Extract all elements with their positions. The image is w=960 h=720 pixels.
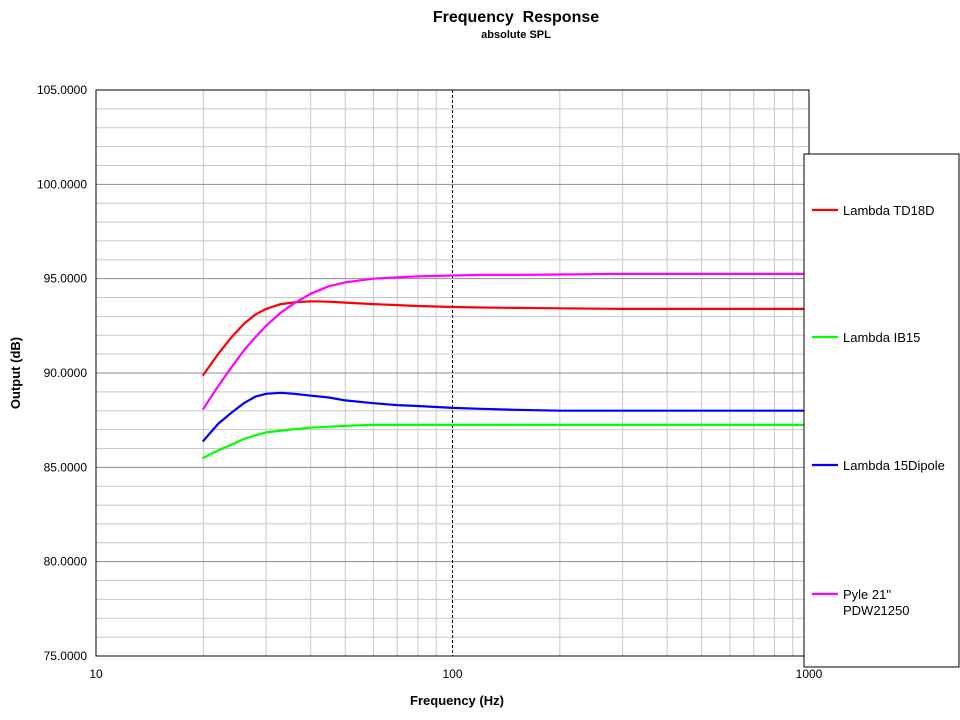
series-line-1: [202, 300, 811, 376]
y-tick-label: 90.0000: [44, 366, 88, 380]
series-line-2: [202, 423, 811, 459]
legend-entry: Lambda IB15: [843, 330, 920, 345]
legend-items: Lambda TD18D Lambda IB15 Lambda 15Dipole Py…: [812, 203, 945, 618]
y-tick-label: 95.0000: [44, 272, 88, 286]
x-axis-label: Frequency (Hz): [410, 693, 504, 708]
legend-entry: Lambda TD18D: [843, 203, 935, 218]
x-tick-labels: 10 100 1000: [89, 667, 822, 681]
y-tick-label: 105.0000: [37, 83, 87, 97]
chart-title: Frequency Response: [433, 9, 599, 26]
y-tick-label: 75.0000: [44, 649, 88, 663]
x-tick-label: 10: [89, 667, 103, 681]
series-line-3: [202, 391, 811, 442]
x-tick-label: 100: [442, 667, 462, 681]
y-tick-label: 80.0000: [44, 555, 88, 569]
legend-entry: Lambda 15Dipole: [843, 458, 945, 473]
chart-subtitle: absolute SPL: [481, 29, 551, 41]
legend: Lambda TD18D Lambda IB15 Lambda 15Dipole Py…: [803, 153, 960, 668]
y-axis-label: Output (dB): [8, 337, 23, 409]
legend-box: [803, 153, 960, 668]
series-line-4: [202, 272, 811, 410]
major-grid: [96, 90, 809, 656]
y-tick-labels: 75.0000 80.0000 85.0000 90.0000 95.0000 100.0…: [37, 83, 87, 663]
legend-entry: Pyle 21" PDW21250: [843, 587, 909, 618]
series-layer: [202, 272, 811, 459]
y-tick-label: 100.0000: [37, 177, 87, 191]
x-tick-label: 1000: [796, 667, 823, 681]
y-tick-label: 85.0000: [44, 460, 88, 474]
